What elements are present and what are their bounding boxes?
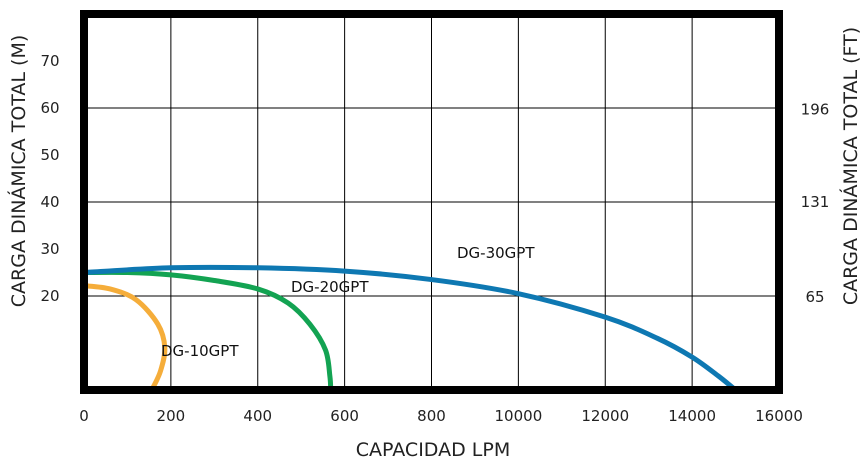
series-curve-dg-30gpt <box>84 267 736 390</box>
y-right-axis-title: CARGA DINÁMICA TOTAL (FT) <box>839 27 862 305</box>
y-right-tick-label: 65 <box>805 288 824 306</box>
y-left-tick-label: 50 <box>40 146 59 164</box>
x-tick-label: 16000 <box>755 407 803 425</box>
series-label: DG-30GPT <box>457 244 535 262</box>
y-left-tick-label: 70 <box>40 52 59 70</box>
series-label: DG-10GPT <box>161 342 239 360</box>
y-left-tick-label: 20 <box>40 287 59 305</box>
x-tick-label: 12000 <box>581 407 629 425</box>
series-curves <box>84 267 736 390</box>
y-right-tick-label: 131 <box>801 193 830 211</box>
series-labels: DG-10GPT DG-20GPT DG-30GPT <box>161 244 535 360</box>
grid <box>84 14 779 390</box>
series-label: DG-20GPT <box>291 278 369 296</box>
y-left-axis-title: CARGA DINÁMICA TOTAL (M) <box>7 35 30 308</box>
x-tick-label: 400 <box>243 407 272 425</box>
y-left-tick-labels: 20 30 40 50 60 70 <box>40 52 59 305</box>
x-tick-label: 14000 <box>668 407 716 425</box>
y-right-tick-label: 196 <box>801 100 830 118</box>
x-tick-label: 0 <box>79 407 89 425</box>
x-tick-label: 200 <box>157 407 186 425</box>
x-axis-title: CAPACIDAD LPM <box>356 439 510 461</box>
y-left-tick-label: 30 <box>40 240 59 258</box>
y-left-tick-label: 60 <box>40 99 59 117</box>
y-right-tick-labels: 65 131 196 <box>801 100 830 306</box>
series-curve-dg-10gpt <box>84 286 165 390</box>
y-left-tick-label: 40 <box>40 193 59 211</box>
x-tick-label: 600 <box>330 407 359 425</box>
x-tick-label: 800 <box>417 407 446 425</box>
x-tick-labels: 0 200 400 600 800 10000 12000 14000 16000 <box>79 407 803 425</box>
x-tick-label: 10000 <box>495 407 543 425</box>
